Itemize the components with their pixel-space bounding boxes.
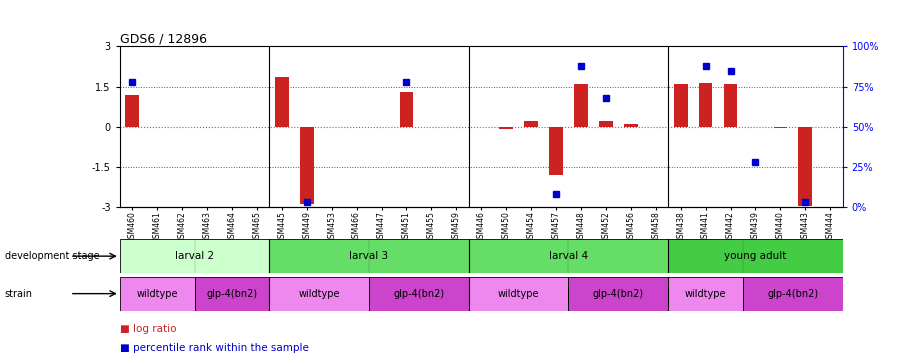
Text: larval 4: larval 4: [549, 251, 588, 261]
Bar: [469, 239, 669, 273]
Bar: [743, 277, 843, 311]
Bar: [599, 121, 612, 127]
Text: glp-4(bn2): glp-4(bn2): [393, 288, 445, 299]
Bar: [549, 127, 563, 175]
Text: wildtype: wildtype: [298, 288, 340, 299]
Text: glp-4(bn2): glp-4(bn2): [767, 288, 819, 299]
Bar: [699, 82, 713, 127]
Text: development stage: development stage: [5, 251, 99, 261]
Text: wildtype: wildtype: [685, 288, 727, 299]
Bar: [194, 277, 269, 311]
Text: wildtype: wildtype: [498, 288, 540, 299]
Bar: [674, 84, 687, 127]
Bar: [499, 127, 513, 130]
Bar: [400, 92, 414, 127]
Bar: [275, 77, 288, 127]
Text: young adult: young adult: [724, 251, 787, 261]
Bar: [120, 277, 194, 311]
Text: glp-4(bn2): glp-4(bn2): [206, 288, 258, 299]
Text: ■ percentile rank within the sample: ■ percentile rank within the sample: [120, 343, 309, 353]
Bar: [568, 277, 669, 311]
Text: strain: strain: [5, 288, 32, 299]
Text: larval 2: larval 2: [175, 251, 214, 261]
Bar: [120, 239, 269, 273]
Text: wildtype: wildtype: [136, 288, 178, 299]
Bar: [469, 277, 568, 311]
Bar: [624, 124, 637, 127]
Text: ■ log ratio: ■ log ratio: [120, 324, 176, 334]
Bar: [300, 127, 313, 204]
Bar: [269, 239, 469, 273]
Bar: [369, 277, 469, 311]
Bar: [799, 127, 812, 206]
Text: glp-4(bn2): glp-4(bn2): [593, 288, 644, 299]
Bar: [724, 84, 738, 127]
Bar: [669, 239, 843, 273]
Text: larval 3: larval 3: [349, 251, 389, 261]
Bar: [524, 121, 538, 127]
Bar: [574, 84, 588, 127]
Bar: [125, 95, 139, 127]
Bar: [269, 277, 369, 311]
Text: GDS6 / 12896: GDS6 / 12896: [120, 32, 206, 45]
Bar: [774, 127, 787, 128]
Bar: [669, 277, 743, 311]
